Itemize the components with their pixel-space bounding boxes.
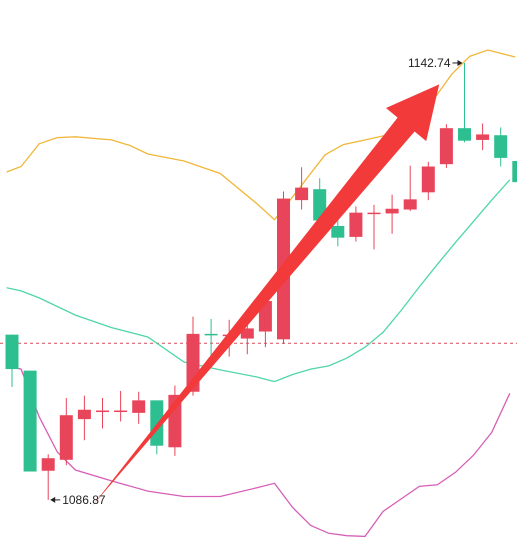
candle-body-up <box>295 187 309 201</box>
candle-body-up <box>349 212 363 237</box>
candle-body-down <box>23 370 37 472</box>
upper-band-line <box>6 49 516 221</box>
candle-body-up <box>240 328 254 339</box>
label-layer: 1142.74 1086.87 <box>50 56 463 507</box>
candle-body-up <box>96 410 109 413</box>
price-annotation-label: 1142.74 <box>408 56 451 70</box>
candle-body-up <box>258 301 272 332</box>
candle-layer <box>5 62 517 500</box>
candle-body-down <box>458 128 471 141</box>
candle-body-up <box>59 415 73 460</box>
candle-body-up <box>41 458 55 471</box>
middle-band-line <box>6 179 511 383</box>
annotation-arrowhead <box>50 496 56 503</box>
trend-arrow <box>91 84 440 507</box>
candle-body-up <box>403 199 417 210</box>
candle-body-down <box>494 135 508 158</box>
candle-body-down <box>5 334 19 370</box>
candle-body-up <box>132 400 146 413</box>
price-annotation: 1086.87 <box>50 493 106 507</box>
price-annotation-label: 1086.87 <box>62 493 106 507</box>
candle-body-up <box>114 410 128 413</box>
candle-body-up <box>476 134 490 140</box>
candle-body-up <box>385 208 399 214</box>
annotation-arrowhead <box>457 60 463 66</box>
candle-body-down <box>512 161 517 183</box>
candle-body-up <box>421 166 435 193</box>
candle-body-up <box>77 409 91 420</box>
candle-body-down <box>204 333 218 336</box>
arrow-layer <box>91 84 440 507</box>
candle-body-up <box>367 212 381 215</box>
lower-band-line <box>6 365 511 538</box>
candle-body-down <box>331 225 345 238</box>
candle-body-up <box>439 128 453 165</box>
price-annotation: 1142.74 <box>408 56 463 70</box>
